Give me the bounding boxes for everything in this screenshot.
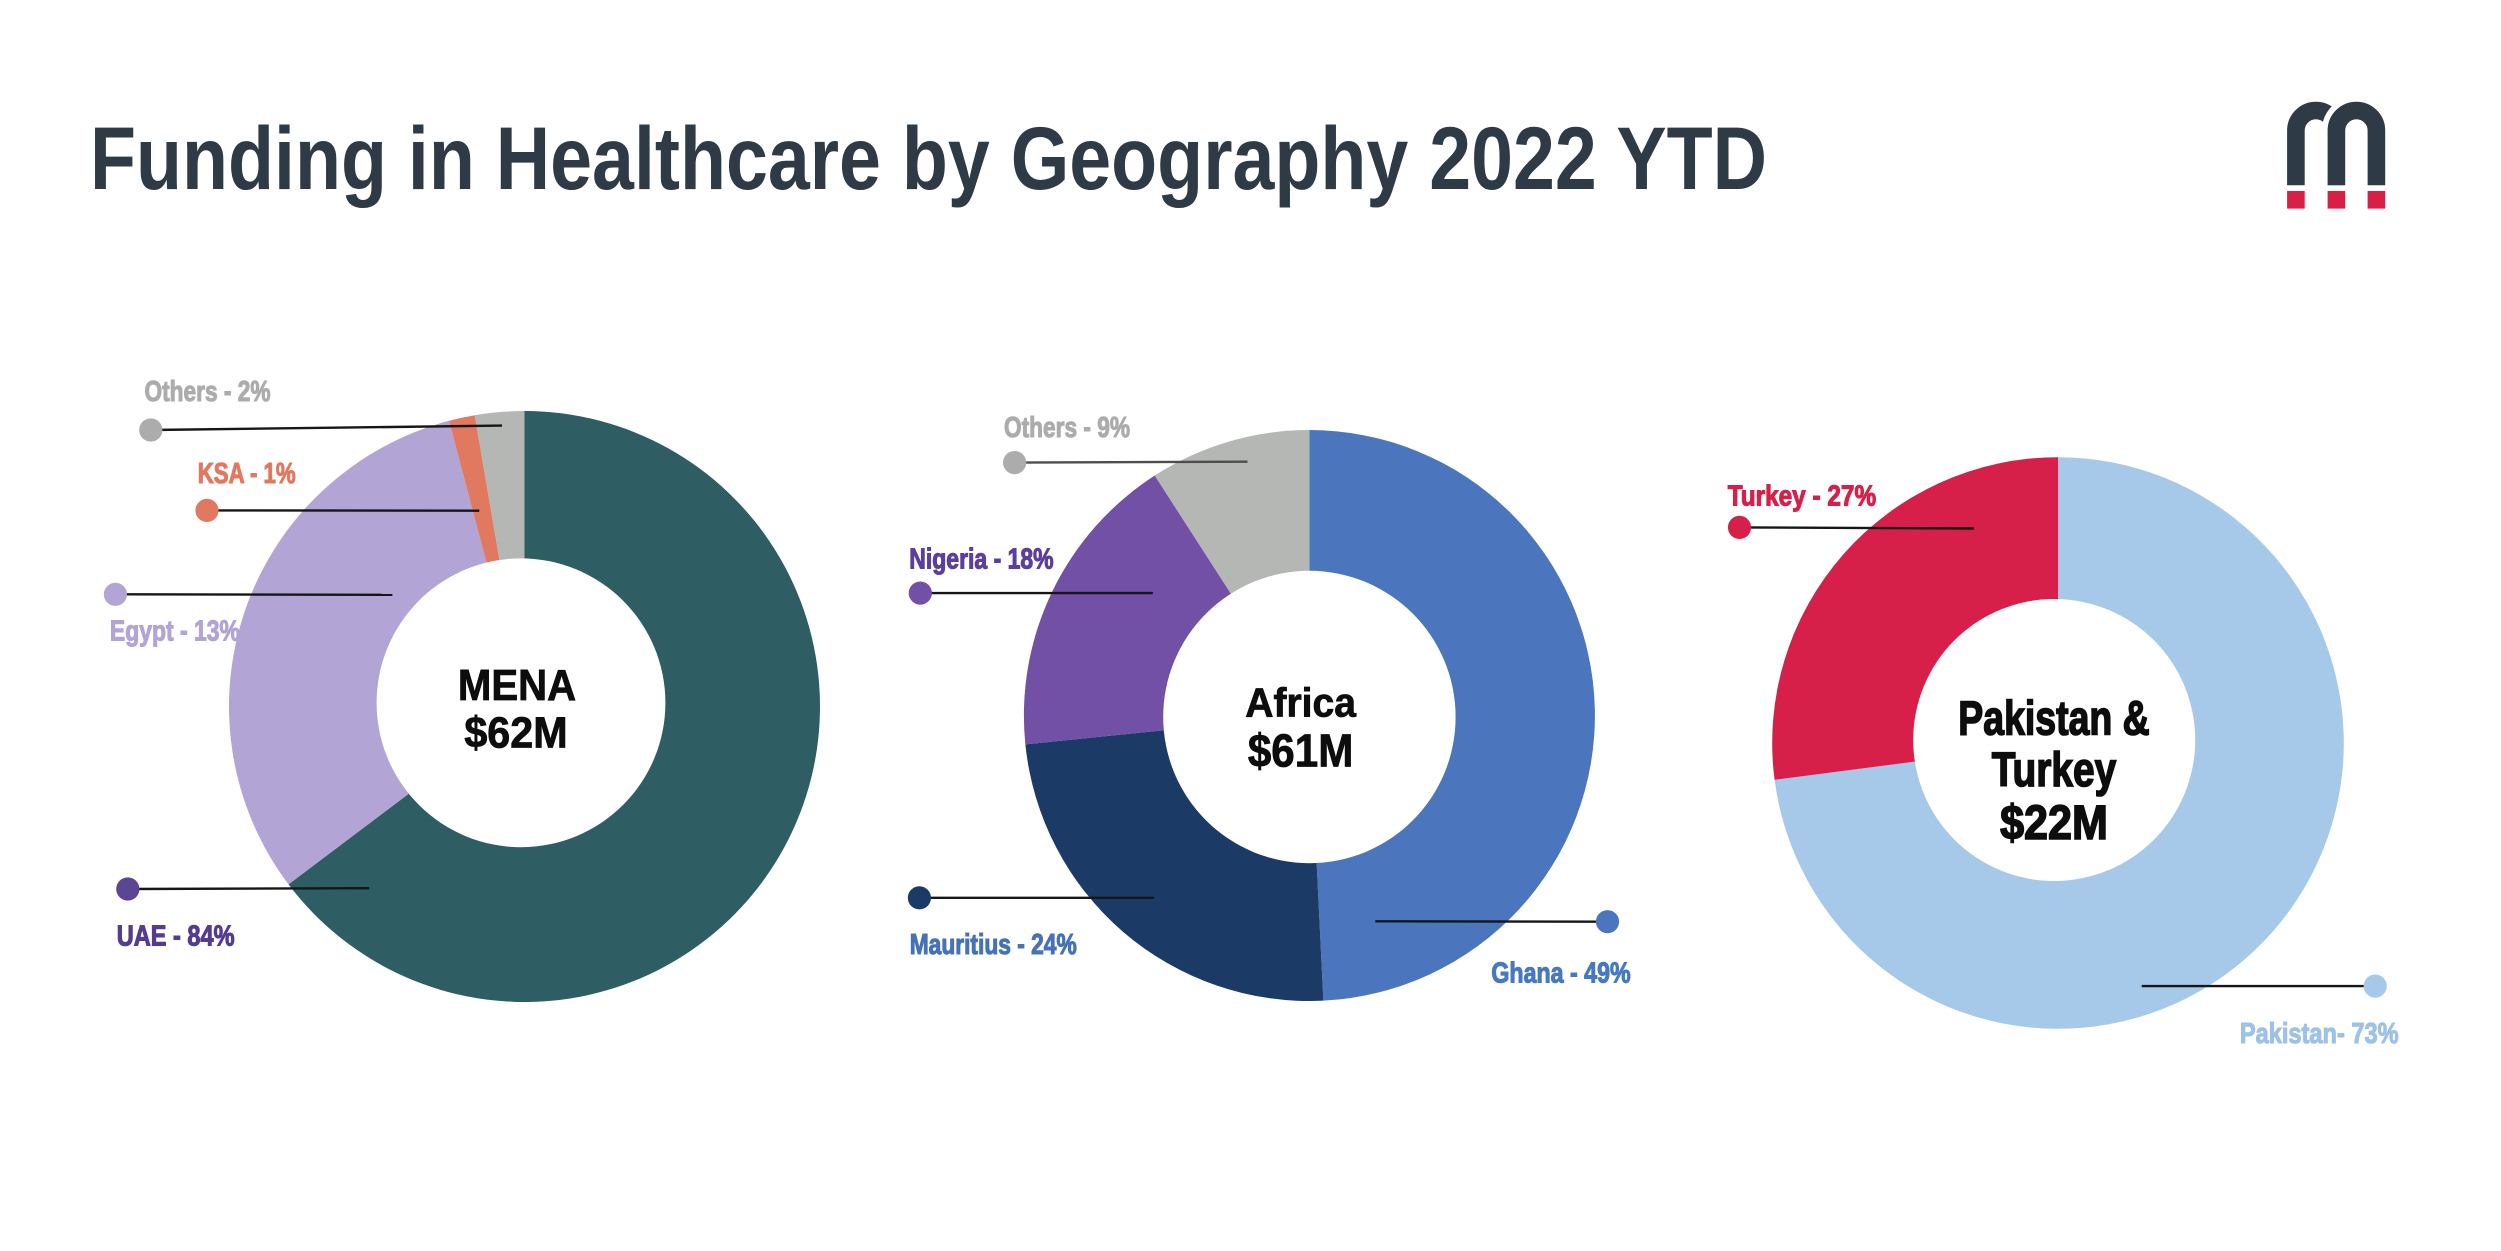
svg-text:Pakistan- 73%: Pakistan- 73% — [2240, 1018, 2399, 1050]
svg-text:Pakistan &: Pakistan & — [1958, 691, 2149, 745]
svg-text:UAE - 84%: UAE - 84% — [117, 920, 235, 952]
svg-text:$22M: $22M — [2000, 796, 2108, 850]
svg-text:Others - 9%: Others - 9% — [1004, 412, 1130, 444]
svg-text:Others - 2%: Others - 2% — [145, 376, 271, 408]
svg-text:Africa: Africa — [1245, 680, 1357, 726]
svg-text:$61M: $61M — [1248, 725, 1354, 777]
svg-text:Funding in Healthcare by Geogr: Funding in Healthcare by Geography 2022 … — [90, 108, 1767, 208]
svg-text:KSA - 1%: KSA - 1% — [198, 458, 296, 490]
svg-text:Turkey - 27%: Turkey - 27% — [1728, 480, 1877, 512]
svg-text:Mauritius - 24%: Mauritius - 24% — [910, 929, 1077, 961]
svg-text:Nigeria - 18%: Nigeria - 18% — [909, 543, 1053, 575]
svg-text:Ghana - 49%: Ghana - 49% — [1491, 957, 1630, 989]
svg-text:Turkey: Turkey — [1992, 743, 2117, 797]
svg-text:Egypt - 13%: Egypt - 13% — [110, 616, 240, 648]
svg-text:MENA: MENA — [458, 662, 576, 710]
svg-text:$62M: $62M — [464, 709, 567, 757]
